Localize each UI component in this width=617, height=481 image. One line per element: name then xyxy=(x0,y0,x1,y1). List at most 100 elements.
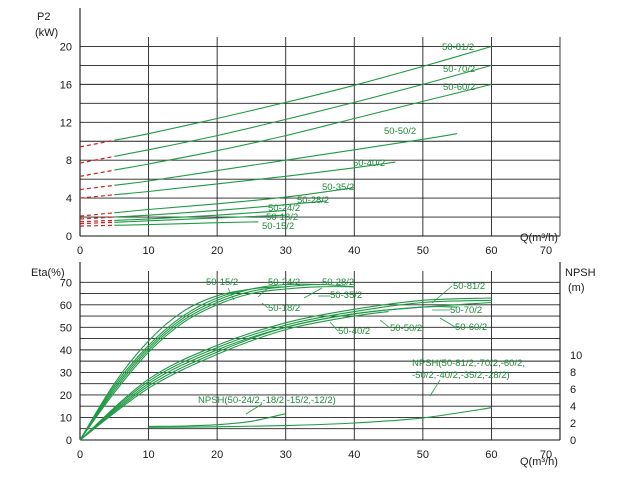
top-ylabel: P2 xyxy=(37,11,50,23)
bottom-curve-label: 50-60/2 xyxy=(455,322,487,333)
bottom-curve-label: 50-40/2 xyxy=(338,326,370,337)
bottom-curve-50-40/2 xyxy=(79,311,389,441)
top-extrapolated-dashes xyxy=(79,139,115,227)
bottom-xtick-label: 70 xyxy=(540,449,552,461)
top-dash-50-35/2 xyxy=(79,212,115,217)
bottom-curve-labels: 50-15/2 50-24/2 50-28/2 50-35/2 50-18/2 50-81… xyxy=(206,277,487,415)
bottom-curve-label: 50-15/2 xyxy=(206,277,238,288)
top-dash-50-15/2 xyxy=(79,224,115,227)
bottom-ytick-label: 10 xyxy=(60,412,72,424)
bottom-y2tick-label: 2 xyxy=(570,418,576,430)
bottom-xlabel: Q(m³/h) xyxy=(520,456,558,468)
bottom-label-leader xyxy=(329,321,339,332)
top-curve-label: 50-81/2 xyxy=(442,42,474,53)
bottom-curve-label: 50-28/2 xyxy=(322,277,354,288)
bottom-label-leader xyxy=(439,317,456,328)
bottom-curve-label: 50-18/2 xyxy=(268,303,300,314)
top-curve-label: 50-35/2 xyxy=(322,182,354,193)
top-ytick-label: 16 xyxy=(60,79,72,91)
npsh-large-leader xyxy=(429,379,441,397)
npsh-label-large-line1: NPSH(50-81/2,-70/2,-60/2, xyxy=(412,358,525,369)
top-xtick-label: 20 xyxy=(211,245,223,257)
bottom-label-leader xyxy=(303,287,323,299)
bottom-label-leader xyxy=(227,287,235,301)
top-curve-50-24/2 xyxy=(114,209,286,221)
top-curve-label: 50-18/2 xyxy=(266,212,298,223)
bottom-ylabel: Eta(%) xyxy=(31,267,65,279)
npsh-label-large-line2: -50/2,-40/2,-35/2,-28/2) xyxy=(412,370,510,381)
bottom-y2tick-label: 8 xyxy=(570,367,576,379)
bottom-xtick-label: 0 xyxy=(77,449,83,461)
top-curve-label: 50-28/2 xyxy=(297,195,329,206)
bottom-curve-NPSH(50-24/2,-18/2,-15/2,-12/2) xyxy=(148,413,286,427)
top-curve-labels: 50-81/2 50-70/2 50-60/2 50-50/2 50-40/2 50-35… xyxy=(262,42,475,232)
top-curve-50-15/2 xyxy=(114,221,259,226)
top-xtick-label: 50 xyxy=(417,245,429,257)
bottom-curve-label: 50-24/2 xyxy=(268,277,300,288)
bottom-curve-label: 50-35/2 xyxy=(330,290,362,301)
top-grid xyxy=(79,8,561,237)
bottom-curves xyxy=(79,283,492,441)
bottom-label-leader xyxy=(431,285,453,304)
top-curve-50-70/2 xyxy=(114,64,492,157)
top-curve-label: 50-70/2 xyxy=(443,64,475,75)
bottom-curve-50-15/2 xyxy=(79,288,252,441)
top-dash-50-81/2 xyxy=(79,139,115,148)
bottom-label-leader xyxy=(379,319,391,329)
bottom-xtick-label: 30 xyxy=(280,449,292,461)
top-curves xyxy=(114,45,492,226)
top-dash-50-40/2 xyxy=(79,194,115,199)
top-curve-50-28/2 xyxy=(114,200,327,218)
top-curve-50-50/2 xyxy=(114,133,458,186)
bottom-y2tick-label: 6 xyxy=(570,384,576,396)
bottom-curve-50-70/2 xyxy=(79,299,492,441)
bottom-curve-50-24/2 xyxy=(79,283,321,441)
bottom-tick-labels: 0 10 20 30 40 50 60 70 0 10 20 30 40 50 60 70 0 2 4 6 8 10 xyxy=(60,277,583,461)
bottom-ytick-label: 70 xyxy=(60,277,72,289)
power-chart: P2 (kW) 0 4 8 12 16 20 0 10 20 30 40 50 60 70 50-81/2… xyxy=(35,8,561,257)
top-yunit: (kW) xyxy=(35,27,58,39)
top-curve-50-60/2 xyxy=(114,83,492,171)
bottom-label-leader xyxy=(257,287,269,298)
bottom-label-leader xyxy=(261,302,269,309)
top-xtick-label: 60 xyxy=(485,245,497,257)
top-curve-label: 50-24/2 xyxy=(268,203,300,214)
top-xtick-label: 40 xyxy=(348,245,360,257)
bottom-xtick-label: 60 xyxy=(485,449,497,461)
bottom-curve-50-35/2 xyxy=(79,286,355,441)
top-xtick-label: 10 xyxy=(142,245,154,257)
top-curve-50-35/2 xyxy=(114,187,355,214)
top-xtick-label: 0 xyxy=(77,245,83,257)
bottom-ytick-label: 30 xyxy=(60,367,72,379)
npsh-label-small: NPSH(50-24/2,-18/2,-15/2,-12/2) xyxy=(198,395,336,406)
bottom-y2unit: (m) xyxy=(568,282,585,294)
top-curve-label: 50-40/2 xyxy=(353,158,385,169)
top-xlabel: Q(m³/h) xyxy=(520,232,558,244)
bottom-curve-label: 50-81/2 xyxy=(453,281,485,292)
top-xtick-label: 70 xyxy=(540,245,552,257)
top-curve-50-81/2 xyxy=(114,45,492,141)
bottom-ytick-label: 50 xyxy=(60,322,72,334)
bottom-y2label: NPSH xyxy=(565,267,596,279)
top-curve-label: 50-15/2 xyxy=(262,221,294,232)
bottom-ytick-label: 0 xyxy=(66,435,72,447)
bottom-ytick-label: 60 xyxy=(60,300,72,312)
top-xtick-label: 30 xyxy=(280,245,292,257)
bottom-ytick-label: 20 xyxy=(60,390,72,402)
top-curve-50-18/2 xyxy=(114,214,286,223)
top-curve-label: 50-60/2 xyxy=(443,82,475,93)
bottom-y2tick-label: 0 xyxy=(570,435,576,447)
bottom-y2tick-label: 4 xyxy=(570,401,576,413)
top-ytick-label: 20 xyxy=(60,41,72,53)
bottom-curve-50-50/2 xyxy=(79,306,458,441)
top-dash-50-28/2 xyxy=(79,216,115,220)
bottom-curve-label: 50-50/2 xyxy=(390,323,422,334)
bottom-xtick-label: 40 xyxy=(348,449,360,461)
bottom-curve-NPSH(50-81/2,-70/2,-60/2,-50/2,-40/2,-35/2,-28/2) xyxy=(148,407,492,428)
npsh-small-leader xyxy=(245,403,263,415)
bottom-curve-50-81/2 xyxy=(79,297,492,441)
top-ytick-label: 4 xyxy=(66,193,72,205)
top-ytick-label: 0 xyxy=(66,231,72,243)
